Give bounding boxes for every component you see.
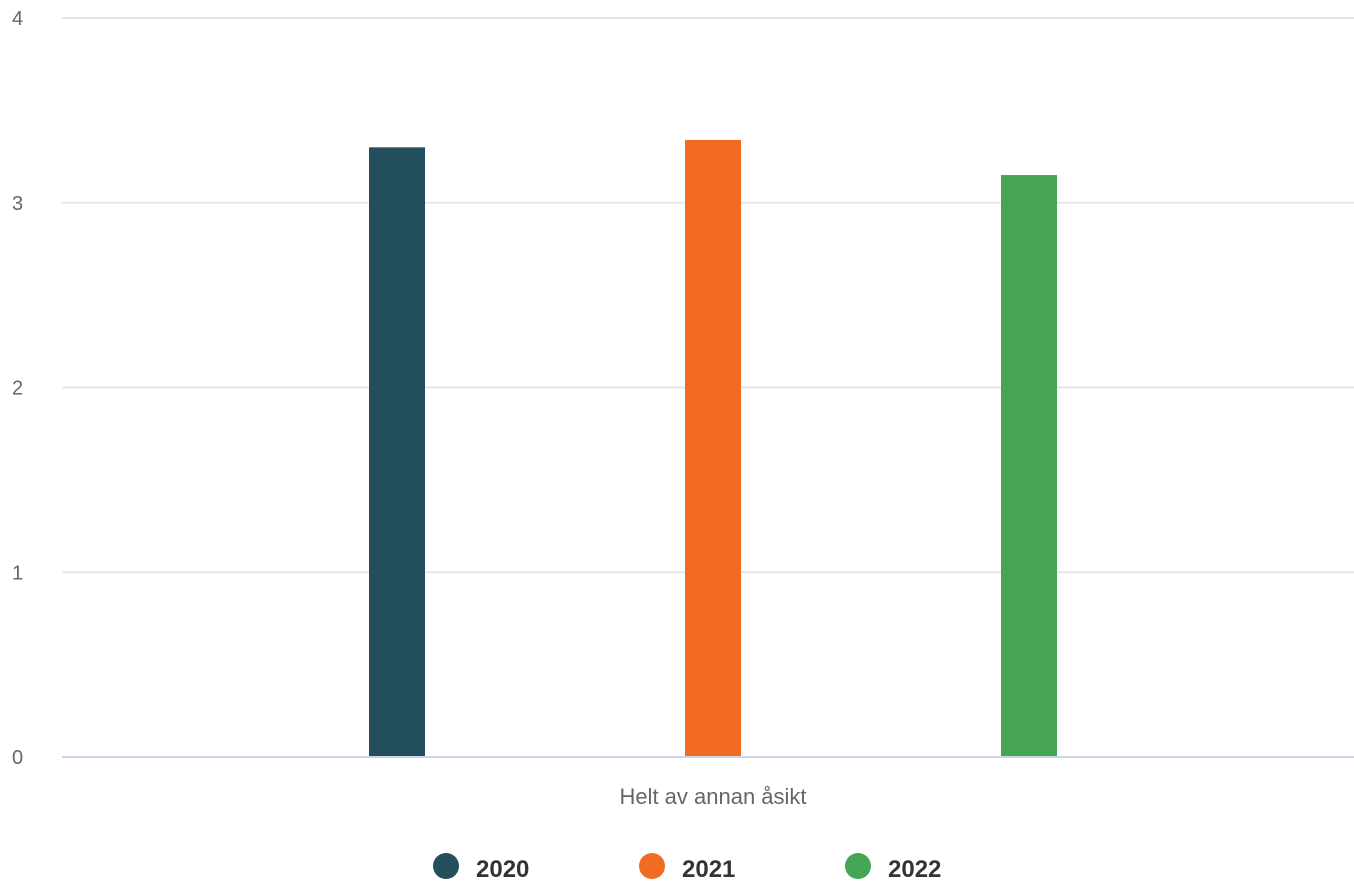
legend: 2020 2021 2022 [433,853,941,882]
y-tick-label: 1 [12,562,23,584]
legend-item-2021[interactable]: 2021 [639,853,735,882]
legend-label: 2022 [888,856,941,882]
y-tick-label: 0 [12,747,23,769]
x-category-label: Helt av annan åsikt [619,784,806,809]
legend-item-2022[interactable]: 2022 [845,853,941,882]
y-tick-label: 4 [12,8,23,30]
bars [369,139,1057,758]
y-tick-label: 3 [12,193,23,215]
x-axis-category-labels: Helt av annan åsikt [619,784,806,809]
y-tick-label: 2 [12,378,23,400]
legend-marker-icon [639,853,665,879]
bar-2020[interactable] [369,147,425,757]
legend-marker-icon [845,853,871,879]
bar-2022[interactable] [1001,175,1057,758]
y-axis-tick-labels: 0 1 2 3 4 [12,8,23,769]
legend-item-2020[interactable]: 2020 [433,853,529,882]
bar-2021[interactable] [685,139,741,757]
legend-label: 2021 [682,856,735,882]
legend-label: 2020 [476,856,529,882]
legend-marker-icon [433,853,459,879]
